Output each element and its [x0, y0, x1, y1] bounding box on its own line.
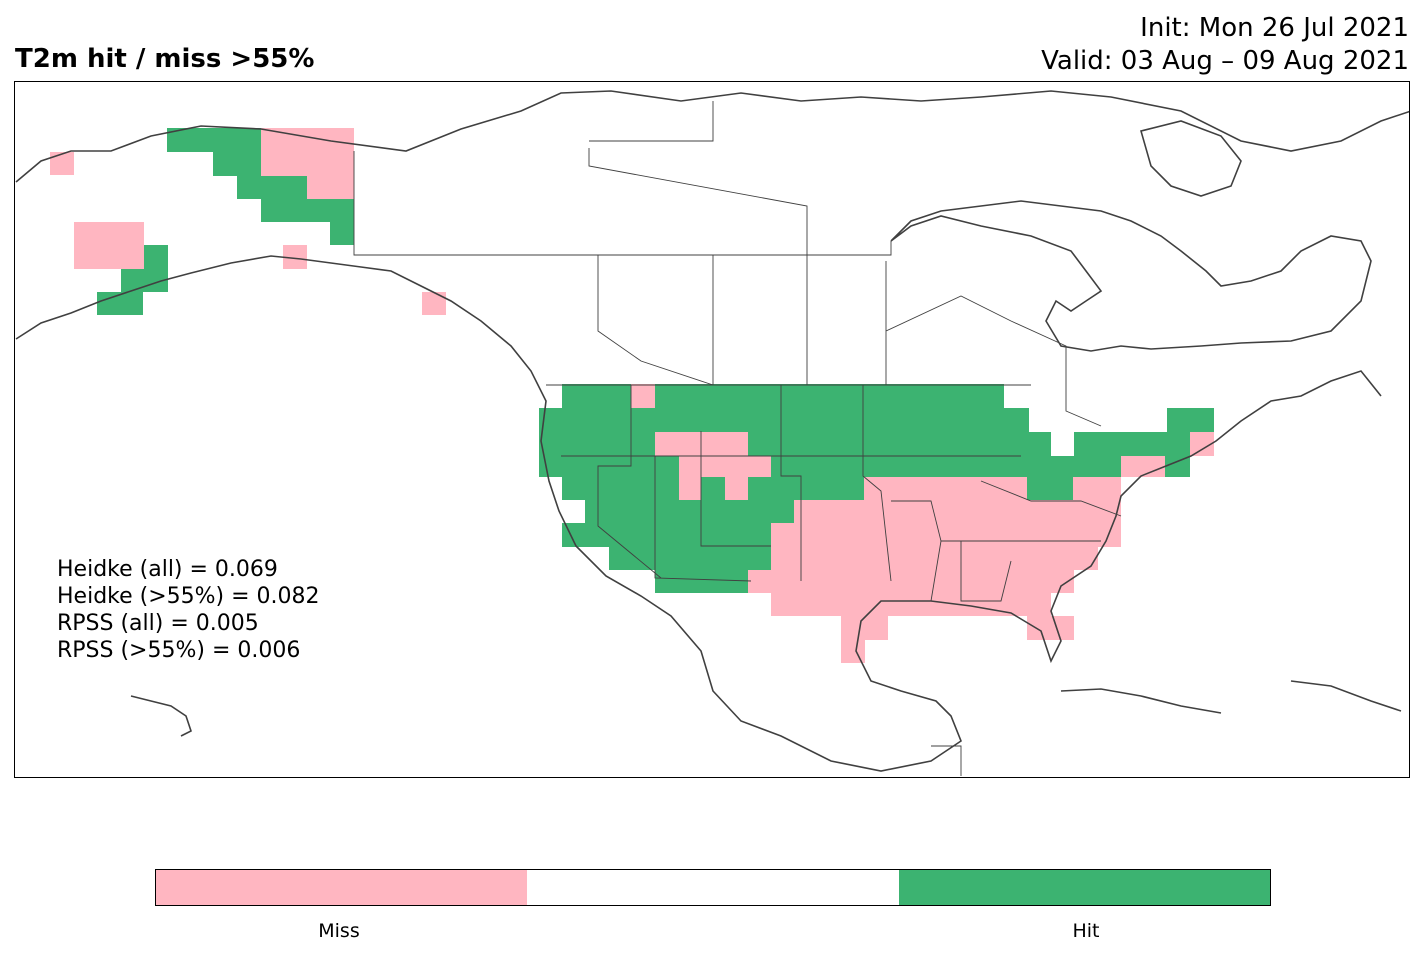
- grid-cell-miss: [679, 477, 701, 500]
- grid-cell-miss: [50, 152, 74, 175]
- grid-cell-miss: [841, 616, 888, 640]
- grid-cell-hit: [701, 477, 725, 500]
- grid-cell-hit: [1167, 408, 1214, 432]
- grid-cell-hit: [539, 408, 1029, 432]
- skill-scores: Heidke (all) = 0.069 Heidke (>55%) = 0.0…: [57, 556, 320, 664]
- grid-cell-hit: [804, 477, 864, 500]
- grid-cell-miss: [771, 547, 1098, 570]
- grid-cell-hit: [1027, 477, 1073, 500]
- alaska-cells: [50, 128, 446, 315]
- grid-cell-miss: [771, 593, 1051, 616]
- grid-cell-hit: [562, 477, 679, 500]
- grid-cell-hit: [167, 128, 261, 152]
- grid-cell-miss: [74, 222, 144, 269]
- grid-cell-miss: [261, 152, 354, 176]
- colorbar: [155, 869, 1271, 906]
- grid-cell-hit: [585, 500, 794, 523]
- grid-cell-miss: [771, 523, 1121, 547]
- date-info: Init: Mon 26 Jul 2021 Valid: 03 Aug – 09…: [1041, 12, 1409, 78]
- grid-cell-miss: [701, 456, 771, 477]
- grid-cell-miss: [679, 456, 701, 477]
- heidke-55: Heidke (>55%) = 0.082: [57, 584, 320, 609]
- grid-cell-hit: [655, 384, 1004, 408]
- map-canvas: [15, 90, 1409, 776]
- grid-cell-miss: [748, 570, 1074, 593]
- grid-cell-hit: [748, 432, 1051, 456]
- grid-cell-miss: [655, 432, 701, 456]
- grid-cell-miss: [1073, 477, 1121, 500]
- init-date: Init: Mon 26 Jul 2021: [1140, 13, 1409, 43]
- grid-cell-miss: [422, 292, 446, 315]
- grid-cell-hit: [237, 176, 307, 199]
- grid-cell-hit: [771, 456, 1121, 477]
- grid-cell-hit: [562, 384, 631, 408]
- grid-cell-hit: [1165, 456, 1190, 477]
- colorbar-label-miss: Miss: [318, 920, 360, 942]
- grid-cell-hit: [330, 222, 354, 245]
- heidke-all: Heidke (all) = 0.069: [57, 557, 278, 582]
- grid-cell-miss: [841, 640, 865, 663]
- grid-cell-hit: [562, 523, 771, 547]
- colorbar-miss-segment: [156, 870, 528, 905]
- grid-cell-hit: [539, 432, 655, 456]
- grid-cell-miss: [1027, 616, 1074, 640]
- grid-cell-hit: [655, 570, 748, 593]
- rpss-all: RPSS (all) = 0.005: [57, 611, 259, 636]
- colorbar-neutral-segment: [527, 870, 899, 905]
- grid-cell-hit: [261, 199, 354, 222]
- grid-cell-hit: [748, 477, 804, 500]
- grid-cell-miss: [794, 500, 1121, 523]
- grid-cell-hit: [213, 152, 261, 176]
- map-title: T2m hit / miss >55%: [15, 44, 315, 74]
- map-panel: [14, 81, 1410, 778]
- grid-cell-hit: [539, 456, 679, 477]
- colorbar-hit-segment: [898, 870, 1270, 905]
- conus-cells: [539, 384, 1214, 663]
- grid-cell-miss: [864, 477, 1027, 500]
- valid-period: Valid: 03 Aug – 09 Aug 2021: [1041, 46, 1409, 76]
- grid-cell-miss: [701, 432, 748, 456]
- grid-cell-miss: [631, 384, 655, 408]
- grid-cell-miss: [1121, 456, 1165, 477]
- coastlines: [15, 90, 1409, 772]
- grid-cell-hit: [121, 269, 168, 292]
- grid-cell-hit: [1074, 432, 1190, 456]
- rpss-55: RPSS (>55%) = 0.006: [57, 638, 301, 663]
- grid-cell-miss: [307, 176, 354, 199]
- colorbar-label-hit: Hit: [1072, 920, 1100, 942]
- grid-cell-hit: [609, 547, 771, 570]
- grid-cell-hit: [144, 245, 168, 269]
- political-borders: [353, 101, 1122, 776]
- grid-cell-miss: [725, 477, 748, 500]
